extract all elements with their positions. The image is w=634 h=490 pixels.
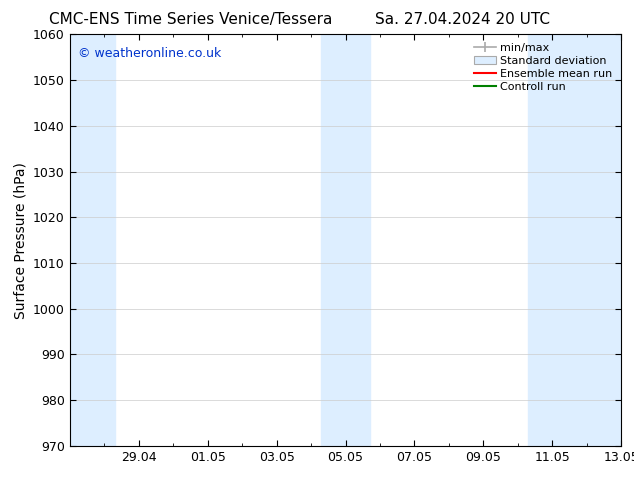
- Bar: [576, 34, 621, 446]
- Y-axis label: Surface Pressure (hPa): Surface Pressure (hPa): [13, 162, 27, 318]
- Bar: [70, 34, 115, 446]
- Text: CMC-ENS Time Series Venice/Tessera: CMC-ENS Time Series Venice/Tessera: [49, 12, 332, 27]
- Text: Sa. 27.04.2024 20 UTC: Sa. 27.04.2024 20 UTC: [375, 12, 550, 27]
- Bar: [528, 34, 576, 446]
- Text: © weatheronline.co.uk: © weatheronline.co.uk: [78, 47, 221, 60]
- Legend: min/max, Standard deviation, Ensemble mean run, Controll run: min/max, Standard deviation, Ensemble me…: [470, 40, 616, 95]
- Bar: [321, 34, 370, 446]
